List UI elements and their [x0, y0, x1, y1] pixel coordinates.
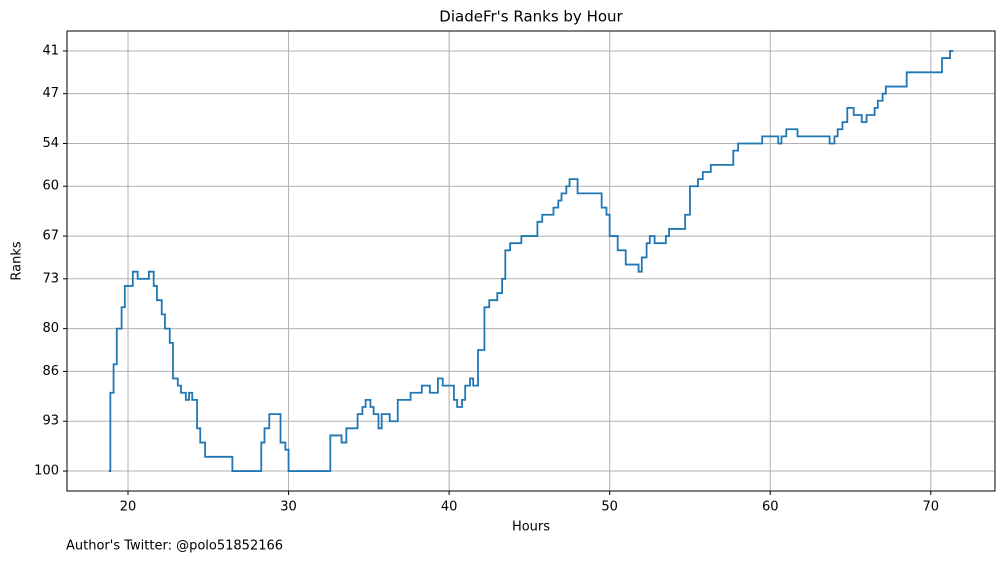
- axes-frame: [66, 30, 996, 492]
- y-tick-label: 60: [42, 179, 59, 194]
- y-tick-label: 73: [42, 271, 59, 286]
- y-tick-label: 54: [42, 136, 59, 151]
- plot: [108, 50, 954, 472]
- grid: [67, 31, 995, 491]
- y-tick-label: 86: [42, 364, 59, 379]
- y-tick-label: 47: [42, 86, 59, 101]
- rank-line: [108, 50, 954, 472]
- x-tick-label: 30: [280, 500, 297, 515]
- y-tick-label: 67: [42, 229, 59, 244]
- y-tick-label: 41: [42, 43, 59, 58]
- chart-title: DiadeFr's Ranks by Hour: [439, 8, 623, 26]
- x-tick-label: 50: [601, 500, 618, 515]
- x-tick-label: 20: [120, 500, 137, 515]
- x-tick-label: 60: [762, 500, 779, 515]
- y-tick-label: 80: [42, 321, 59, 336]
- x-tick-label: 70: [923, 500, 940, 515]
- annotation: Author's Twitter: @polo51852166: [66, 539, 283, 554]
- x-axis-label: Hours: [512, 520, 550, 535]
- x-tick-label: 40: [441, 500, 458, 515]
- y-tick-label: 100: [34, 464, 59, 479]
- y-tick-label: 93: [42, 414, 59, 429]
- y-axis-label: Ranks: [10, 241, 25, 280]
